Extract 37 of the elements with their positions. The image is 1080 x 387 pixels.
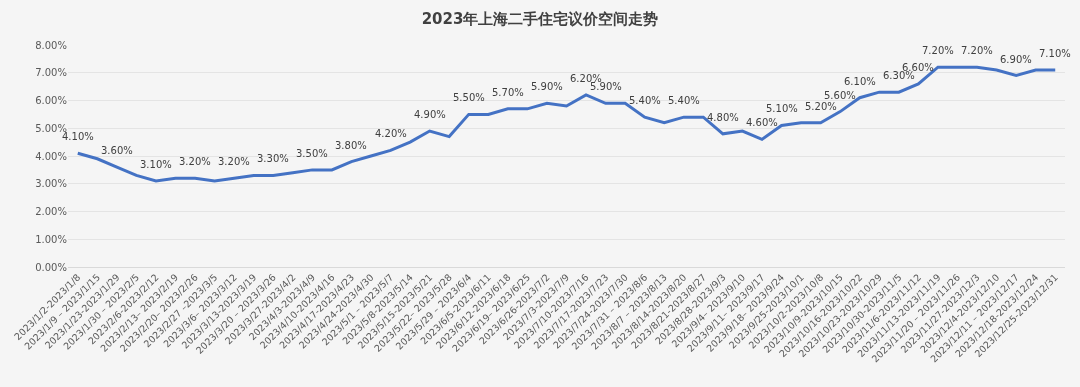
data-label: 3.20%: [179, 156, 211, 167]
data-label: 5.20%: [805, 101, 837, 112]
data-label: 5.40%: [668, 95, 700, 106]
data-label: 3.20%: [218, 156, 250, 167]
data-label: 3.80%: [335, 140, 367, 151]
data-label: 7.10%: [1039, 48, 1071, 59]
data-label: 4.10%: [62, 131, 94, 142]
data-label: 5.70%: [492, 87, 524, 98]
data-label: 3.60%: [101, 145, 133, 156]
y-tick-label: 4.00%: [35, 150, 67, 162]
y-tick-label: 1.00%: [35, 233, 67, 245]
y-tick-label: 6.00%: [35, 95, 67, 106]
y-tick-label: 2.00%: [35, 206, 67, 217]
chart-title: 2023年上海二手住宅议价空间走势: [421, 10, 659, 29]
data-label: 3.30%: [257, 153, 289, 164]
data-label: 7.20%: [961, 45, 993, 56]
data-label: 5.90%: [590, 81, 622, 92]
data-label: 7.20%: [922, 45, 954, 56]
data-label: 3.10%: [140, 159, 172, 170]
data-label: 5.90%: [531, 81, 563, 92]
data-label: 5.50%: [453, 92, 485, 103]
data-label: 5.10%: [766, 103, 798, 114]
y-tick-label: 3.00%: [35, 178, 67, 190]
y-tick-label: 7.00%: [35, 67, 67, 79]
data-label: 6.10%: [844, 76, 876, 87]
data-label: 6.90%: [1000, 54, 1032, 65]
y-tick-label: 8.00%: [35, 39, 67, 51]
data-label: 4.90%: [414, 109, 446, 120]
data-label: 5.60%: [824, 90, 856, 101]
data-label: 3.50%: [296, 148, 328, 159]
data-label: 6.30%: [883, 70, 915, 81]
data-label: 5.40%: [629, 95, 661, 106]
y-tick-label: 0.00%: [35, 261, 67, 273]
data-label: 4.20%: [375, 128, 407, 139]
data-label: 4.60%: [746, 117, 778, 128]
data-label: 4.80%: [707, 112, 739, 123]
y-tick-label: 5.00%: [35, 122, 67, 134]
